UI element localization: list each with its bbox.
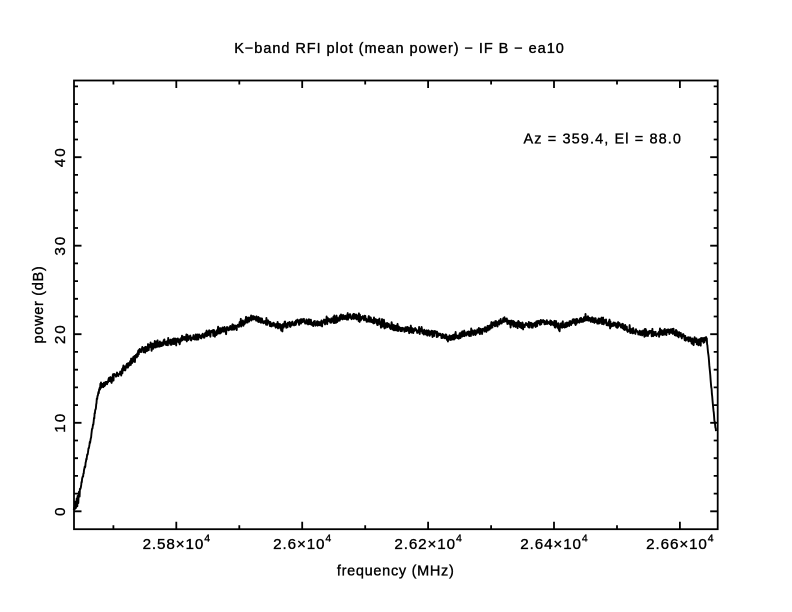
svg-text:K−band RFI plot (mean power) −: K−band RFI plot (mean power) − IF B − ea…	[234, 41, 564, 57]
svg-text:40: 40	[52, 146, 69, 167]
svg-text:Az = 359.4, El = 88.0: Az = 359.4, El = 88.0	[524, 131, 683, 147]
svg-text:frequency (MHz): frequency (MHz)	[337, 564, 455, 580]
svg-text:2.64×104: 2.64×104	[520, 533, 588, 554]
svg-text:2.6×104: 2.6×104	[273, 533, 331, 554]
svg-text:20: 20	[52, 323, 69, 344]
svg-text:power (dB): power (dB)	[31, 266, 47, 344]
svg-text:2.58×104: 2.58×104	[143, 533, 211, 554]
svg-text:10: 10	[52, 412, 69, 433]
svg-text:0: 0	[52, 506, 69, 516]
svg-text:2.62×104: 2.62×104	[394, 533, 462, 554]
svg-text:2.66×104: 2.66×104	[646, 533, 714, 554]
svg-text:30: 30	[52, 235, 69, 256]
